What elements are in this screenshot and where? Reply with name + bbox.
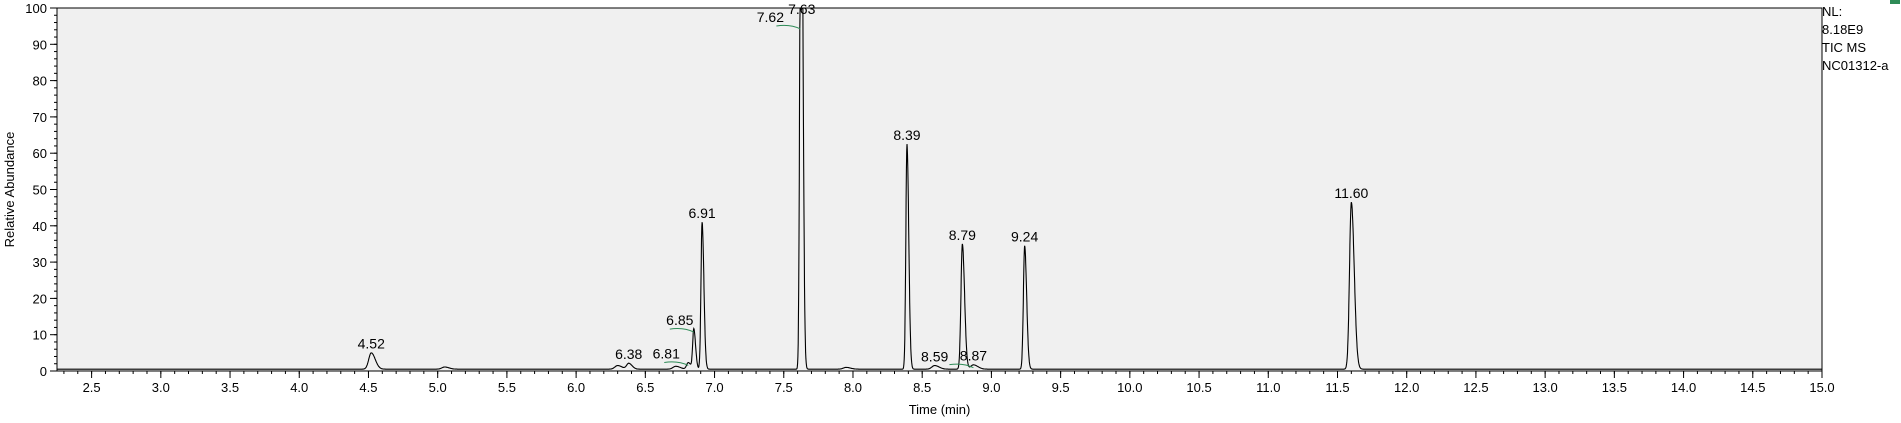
x-tick-label: 7.0 (706, 380, 724, 395)
integration-mark (664, 361, 689, 366)
x-tick-label: 10.5 (1186, 380, 1211, 395)
peak-label: 4.52 (358, 336, 385, 352)
plot-area (56, 7, 1823, 372)
x-tick-label: 14.5 (1740, 380, 1765, 395)
y-tick-label: 60 (33, 146, 47, 161)
peak-label: 9.24 (1011, 229, 1038, 245)
peak-label: 11.60 (1334, 185, 1368, 201)
integration-mark (669, 328, 695, 333)
x-tick-label: 5.0 (429, 380, 447, 395)
y-axis-title: Relative Abundance (2, 132, 17, 248)
x-tick-label: 13.5 (1602, 380, 1627, 395)
nl-value: 8.18E9 (1822, 22, 1864, 37)
x-tick-label: 12.0 (1394, 380, 1419, 395)
x-tick-label: 12.5 (1463, 380, 1488, 395)
sample-name: NC01312-a (1822, 58, 1889, 73)
nl-label: NL: (1822, 4, 1843, 19)
peak-label: 8.39 (893, 127, 920, 143)
y-tick-label: 0 (40, 364, 47, 379)
corner-marker (1890, 0, 1900, 4)
peak-label: 8.79 (949, 227, 976, 243)
peak-label: 8.59 (921, 348, 948, 364)
x-tick-label: 8.5 (913, 380, 931, 395)
y-tick-label: 30 (33, 255, 47, 270)
peak-label: 6.81 (653, 345, 680, 361)
x-tick-label: 6.5 (636, 380, 654, 395)
y-tick-label: 100 (25, 1, 47, 16)
y-tick-label: 40 (33, 219, 47, 234)
integration-mark (949, 363, 974, 369)
x-tick-label: 6.0 (567, 380, 585, 395)
x-tick-label: 3.0 (152, 380, 170, 395)
x-tick-label: 9.0 (982, 380, 1000, 395)
y-tick-label: 50 (33, 183, 47, 198)
x-tick-label: 3.5 (221, 380, 239, 395)
x-tick-label: 11.5 (1325, 380, 1349, 395)
x-tick-label: 5.5 (498, 380, 516, 395)
y-tick-label: 70 (33, 110, 47, 125)
tic-trace (57, 7, 1822, 370)
peak-label: 7.63 (788, 1, 815, 17)
x-tick-label: 14.0 (1671, 380, 1696, 395)
x-tick-label: 15.0 (1809, 380, 1834, 395)
y-tick-label: 90 (33, 37, 47, 52)
trace-info: NL: 8.18E9 TIC MS NC01312-a (1822, 3, 1889, 75)
x-tick-label: 7.5 (775, 380, 793, 395)
peak-label: 6.85 (666, 312, 693, 328)
x-tick-label: 11.0 (1256, 380, 1280, 395)
x-tick-label: 9.5 (1052, 380, 1070, 395)
x-tick-label: 4.0 (290, 380, 308, 395)
x-axis-title: Time (min) (909, 402, 971, 417)
x-tick-label: 8.0 (844, 380, 862, 395)
x-tick-label: 2.5 (83, 380, 101, 395)
trace-type: TIC MS (1822, 40, 1867, 55)
peak-label: 6.91 (688, 205, 715, 221)
x-tick-label: 4.5 (359, 380, 377, 395)
peak-label: 6.38 (615, 346, 642, 362)
y-tick-label: 80 (33, 74, 47, 89)
integration-mark (776, 24, 801, 30)
x-tick-label: 10.0 (1117, 380, 1142, 395)
y-tick-label: 20 (33, 291, 47, 306)
y-tick-label: 10 (33, 328, 47, 343)
peak-label: 8.87 (960, 348, 987, 364)
x-tick-label: 13.0 (1532, 380, 1557, 395)
peak-label: 7.62 (757, 9, 784, 25)
